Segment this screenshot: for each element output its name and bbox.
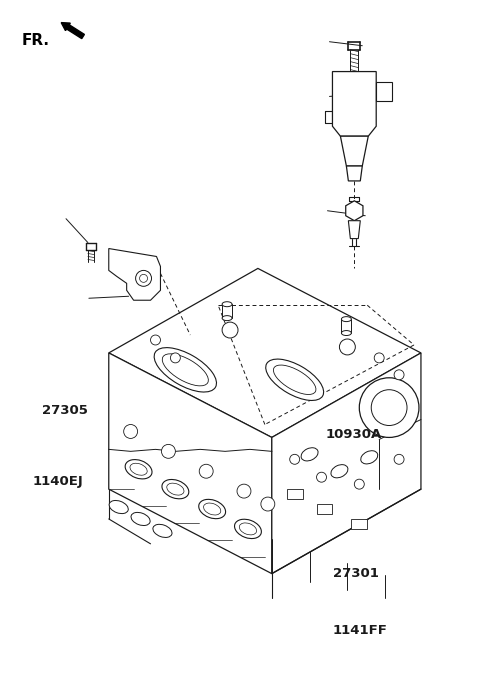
Ellipse shape <box>222 316 232 320</box>
Text: 1141FF: 1141FF <box>333 624 388 637</box>
Ellipse shape <box>153 524 172 537</box>
Circle shape <box>316 472 326 482</box>
Ellipse shape <box>274 365 316 394</box>
Ellipse shape <box>341 330 351 335</box>
Bar <box>316 504 333 514</box>
Text: FR.: FR. <box>22 33 49 48</box>
Ellipse shape <box>341 317 351 322</box>
Circle shape <box>394 370 404 379</box>
Ellipse shape <box>199 499 226 519</box>
Circle shape <box>394 454 404 464</box>
Ellipse shape <box>235 520 262 539</box>
Polygon shape <box>347 166 362 181</box>
Ellipse shape <box>266 359 324 401</box>
Ellipse shape <box>130 463 147 475</box>
Polygon shape <box>272 353 421 574</box>
Text: 10930A: 10930A <box>326 428 382 441</box>
Polygon shape <box>109 248 160 301</box>
Ellipse shape <box>361 451 378 464</box>
Circle shape <box>360 378 419 437</box>
Circle shape <box>222 322 238 338</box>
Ellipse shape <box>125 460 152 479</box>
Polygon shape <box>333 71 376 136</box>
Ellipse shape <box>154 347 216 392</box>
Ellipse shape <box>162 479 189 499</box>
Circle shape <box>151 335 160 345</box>
Circle shape <box>140 275 147 282</box>
Text: 1140EJ: 1140EJ <box>33 475 83 488</box>
Ellipse shape <box>331 464 348 478</box>
Bar <box>287 489 302 499</box>
Polygon shape <box>109 269 421 437</box>
Circle shape <box>170 353 180 363</box>
Circle shape <box>261 497 275 511</box>
Circle shape <box>290 454 300 464</box>
Ellipse shape <box>131 513 150 526</box>
Ellipse shape <box>240 523 257 535</box>
Ellipse shape <box>167 483 184 495</box>
Circle shape <box>124 424 138 439</box>
Text: 27305: 27305 <box>42 405 88 418</box>
Ellipse shape <box>222 302 232 307</box>
Circle shape <box>161 445 175 458</box>
Text: 27301: 27301 <box>333 566 379 580</box>
FancyArrow shape <box>61 22 84 39</box>
Polygon shape <box>348 221 360 239</box>
Polygon shape <box>376 82 392 101</box>
Bar <box>351 519 367 529</box>
Ellipse shape <box>109 500 128 513</box>
Circle shape <box>339 339 355 355</box>
Circle shape <box>374 353 384 363</box>
Polygon shape <box>109 353 272 574</box>
Circle shape <box>371 390 407 426</box>
Circle shape <box>136 271 152 286</box>
Polygon shape <box>346 201 363 221</box>
Polygon shape <box>340 136 368 166</box>
Ellipse shape <box>204 503 221 515</box>
Circle shape <box>237 484 251 498</box>
Circle shape <box>199 464 213 478</box>
Ellipse shape <box>301 447 318 461</box>
Ellipse shape <box>162 354 208 386</box>
Circle shape <box>354 479 364 489</box>
